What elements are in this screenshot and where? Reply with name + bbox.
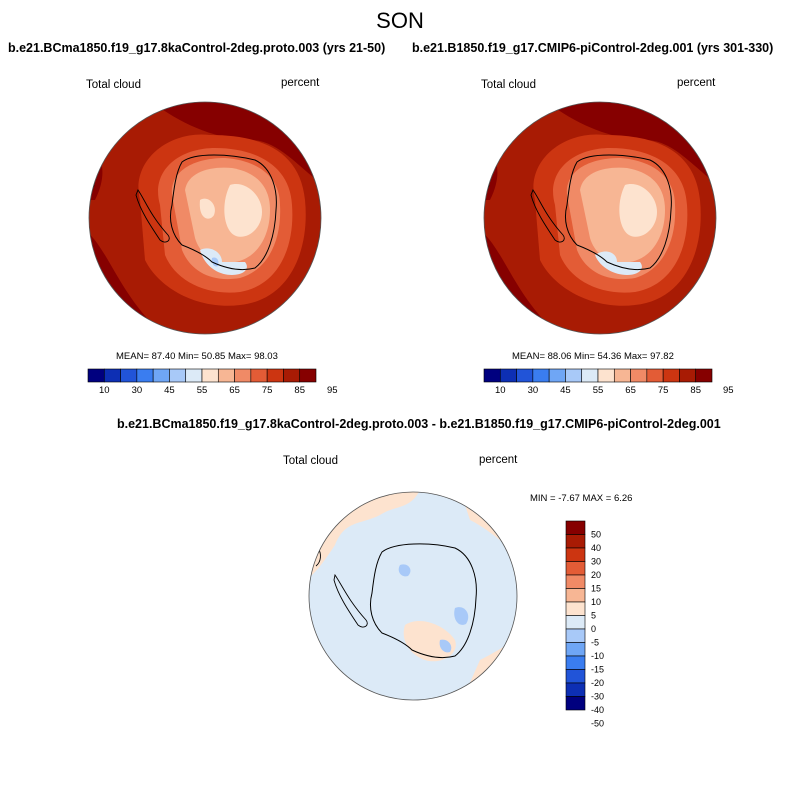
colorbar-swatch xyxy=(283,368,301,383)
colorbar-swatch xyxy=(250,368,268,383)
colorbar-swatch xyxy=(169,368,187,383)
colorbar-tick-label: 85 xyxy=(690,385,701,396)
colorbar-swatch xyxy=(565,615,586,630)
colorbar-tick-label: 10 xyxy=(495,385,506,396)
colorbar-swatch xyxy=(565,669,586,684)
colorbar-tick-label: -40 xyxy=(591,705,604,715)
colorbar-swatch xyxy=(499,368,517,383)
colorbar-swatch xyxy=(185,368,203,383)
colorbar-tick-label: -50 xyxy=(591,719,604,729)
colorbar-swatch xyxy=(646,368,664,383)
colorbar-tick-label: 45 xyxy=(560,385,571,396)
colorbar-swatch xyxy=(565,520,586,535)
colorbar-tick-label: -5 xyxy=(591,638,599,648)
colorbar-swatch xyxy=(565,642,586,657)
colorbar-tick-label: 95 xyxy=(327,385,338,396)
colorbar-swatch xyxy=(217,368,235,383)
colorbar-swatch xyxy=(565,561,586,576)
panel2-stats: MEAN= 88.06 Min= 54.36 Max= 97.82 xyxy=(512,351,674,362)
colorbar-tick-label: 50 xyxy=(591,530,601,540)
colorbar-swatch xyxy=(136,368,154,383)
colorbar-swatch xyxy=(565,588,586,603)
colorbar-tick-label: 95 xyxy=(723,385,734,396)
colorbar-swatch xyxy=(299,368,317,383)
colorbar-tick-label: 30 xyxy=(591,557,601,567)
colorbar-tick-label: 20 xyxy=(591,570,601,580)
colorbar-tick-label: 10 xyxy=(591,597,601,607)
colorbar-tick-label: 85 xyxy=(294,385,305,396)
panel1-stats: MEAN= 87.40 Min= 50.85 Max= 98.03 xyxy=(116,351,278,362)
colorbar-swatch xyxy=(565,547,586,562)
colorbar-swatch xyxy=(630,368,648,383)
panel1-variable-label: Total cloud xyxy=(86,79,141,91)
colorbar-swatch xyxy=(532,368,550,383)
colorbar-swatch xyxy=(597,368,615,383)
panel2-title: b.e21.B1850.f19_g17.CMIP6-piControl-2deg… xyxy=(412,41,774,55)
colorbar-swatch xyxy=(565,682,586,697)
colorbar-swatch xyxy=(565,368,583,383)
colorbar-tick-label: 0 xyxy=(591,624,596,634)
colorbar-tick-label: 15 xyxy=(591,584,601,594)
colorbar-swatch xyxy=(516,368,534,383)
colorbar-swatch xyxy=(565,696,586,711)
colorbar-tick-label: -15 xyxy=(591,665,604,675)
panel3-title: b.e21.BCma1850.f19_g17.8kaControl-2deg.p… xyxy=(117,417,721,431)
panel3-units-label: percent xyxy=(479,454,518,466)
panel3-variable-label: Total cloud xyxy=(283,455,338,467)
colorbar-swatch xyxy=(152,368,170,383)
colorbar-swatch xyxy=(103,368,121,383)
colorbar-swatch xyxy=(679,368,697,383)
colorbar-tick-label: 45 xyxy=(164,385,175,396)
colorbar-tick-label: 55 xyxy=(197,385,208,396)
season-title: SON xyxy=(376,8,424,33)
colorbar-tick-label: 5 xyxy=(591,611,596,621)
colorbar-swatch xyxy=(565,534,586,549)
colorbar-tick-label: 10 xyxy=(99,385,110,396)
colorbar-tick-label: 30 xyxy=(528,385,539,396)
colorbar-swatch xyxy=(483,368,501,383)
colorbar-tick-label: -10 xyxy=(591,651,604,661)
colorbar-swatch xyxy=(565,628,586,643)
panel2-units-label: percent xyxy=(677,77,716,89)
colorbar-tick-label: -30 xyxy=(591,692,604,702)
panel1-title: b.e21.BCma1850.f19_g17.8kaControl-2deg.p… xyxy=(8,41,386,55)
colorbar-swatch xyxy=(120,368,138,383)
colorbar-swatch xyxy=(201,368,219,383)
colorbar-swatch xyxy=(565,655,586,670)
colorbar-swatch xyxy=(234,368,252,383)
colorbar-swatch xyxy=(565,601,586,616)
colorbar-swatch xyxy=(695,368,713,383)
colorbar-tick-label: 75 xyxy=(262,385,273,396)
colorbar-swatch xyxy=(662,368,680,383)
colorbar-tick-label: 30 xyxy=(132,385,143,396)
panel3-stats: MIN = -7.67 MAX = 6.26 xyxy=(530,493,633,504)
colorbar-tick-label: 40 xyxy=(591,543,601,553)
colorbar-tick-label: 75 xyxy=(658,385,669,396)
colorbar-tick-label: 65 xyxy=(625,385,636,396)
colorbar-swatch xyxy=(548,368,566,383)
colorbar-tick-label: 55 xyxy=(593,385,604,396)
colorbar-tick-label: 65 xyxy=(229,385,240,396)
panel2-variable-label: Total cloud xyxy=(481,79,536,91)
colorbar-swatch xyxy=(613,368,631,383)
panel2-colorbar: 10 30 45 55 65 75 85 95 xyxy=(483,368,734,396)
colorbar-swatch xyxy=(581,368,599,383)
colorbar-swatch xyxy=(266,368,284,383)
colorbar-swatch xyxy=(87,368,105,383)
panel1-units-label: percent xyxy=(281,77,320,89)
panel1-colorbar: 10 30 45 55 65 75 85 95 xyxy=(87,368,338,396)
colorbar-tick-label: -20 xyxy=(591,678,604,688)
colorbar-swatch xyxy=(565,574,586,589)
